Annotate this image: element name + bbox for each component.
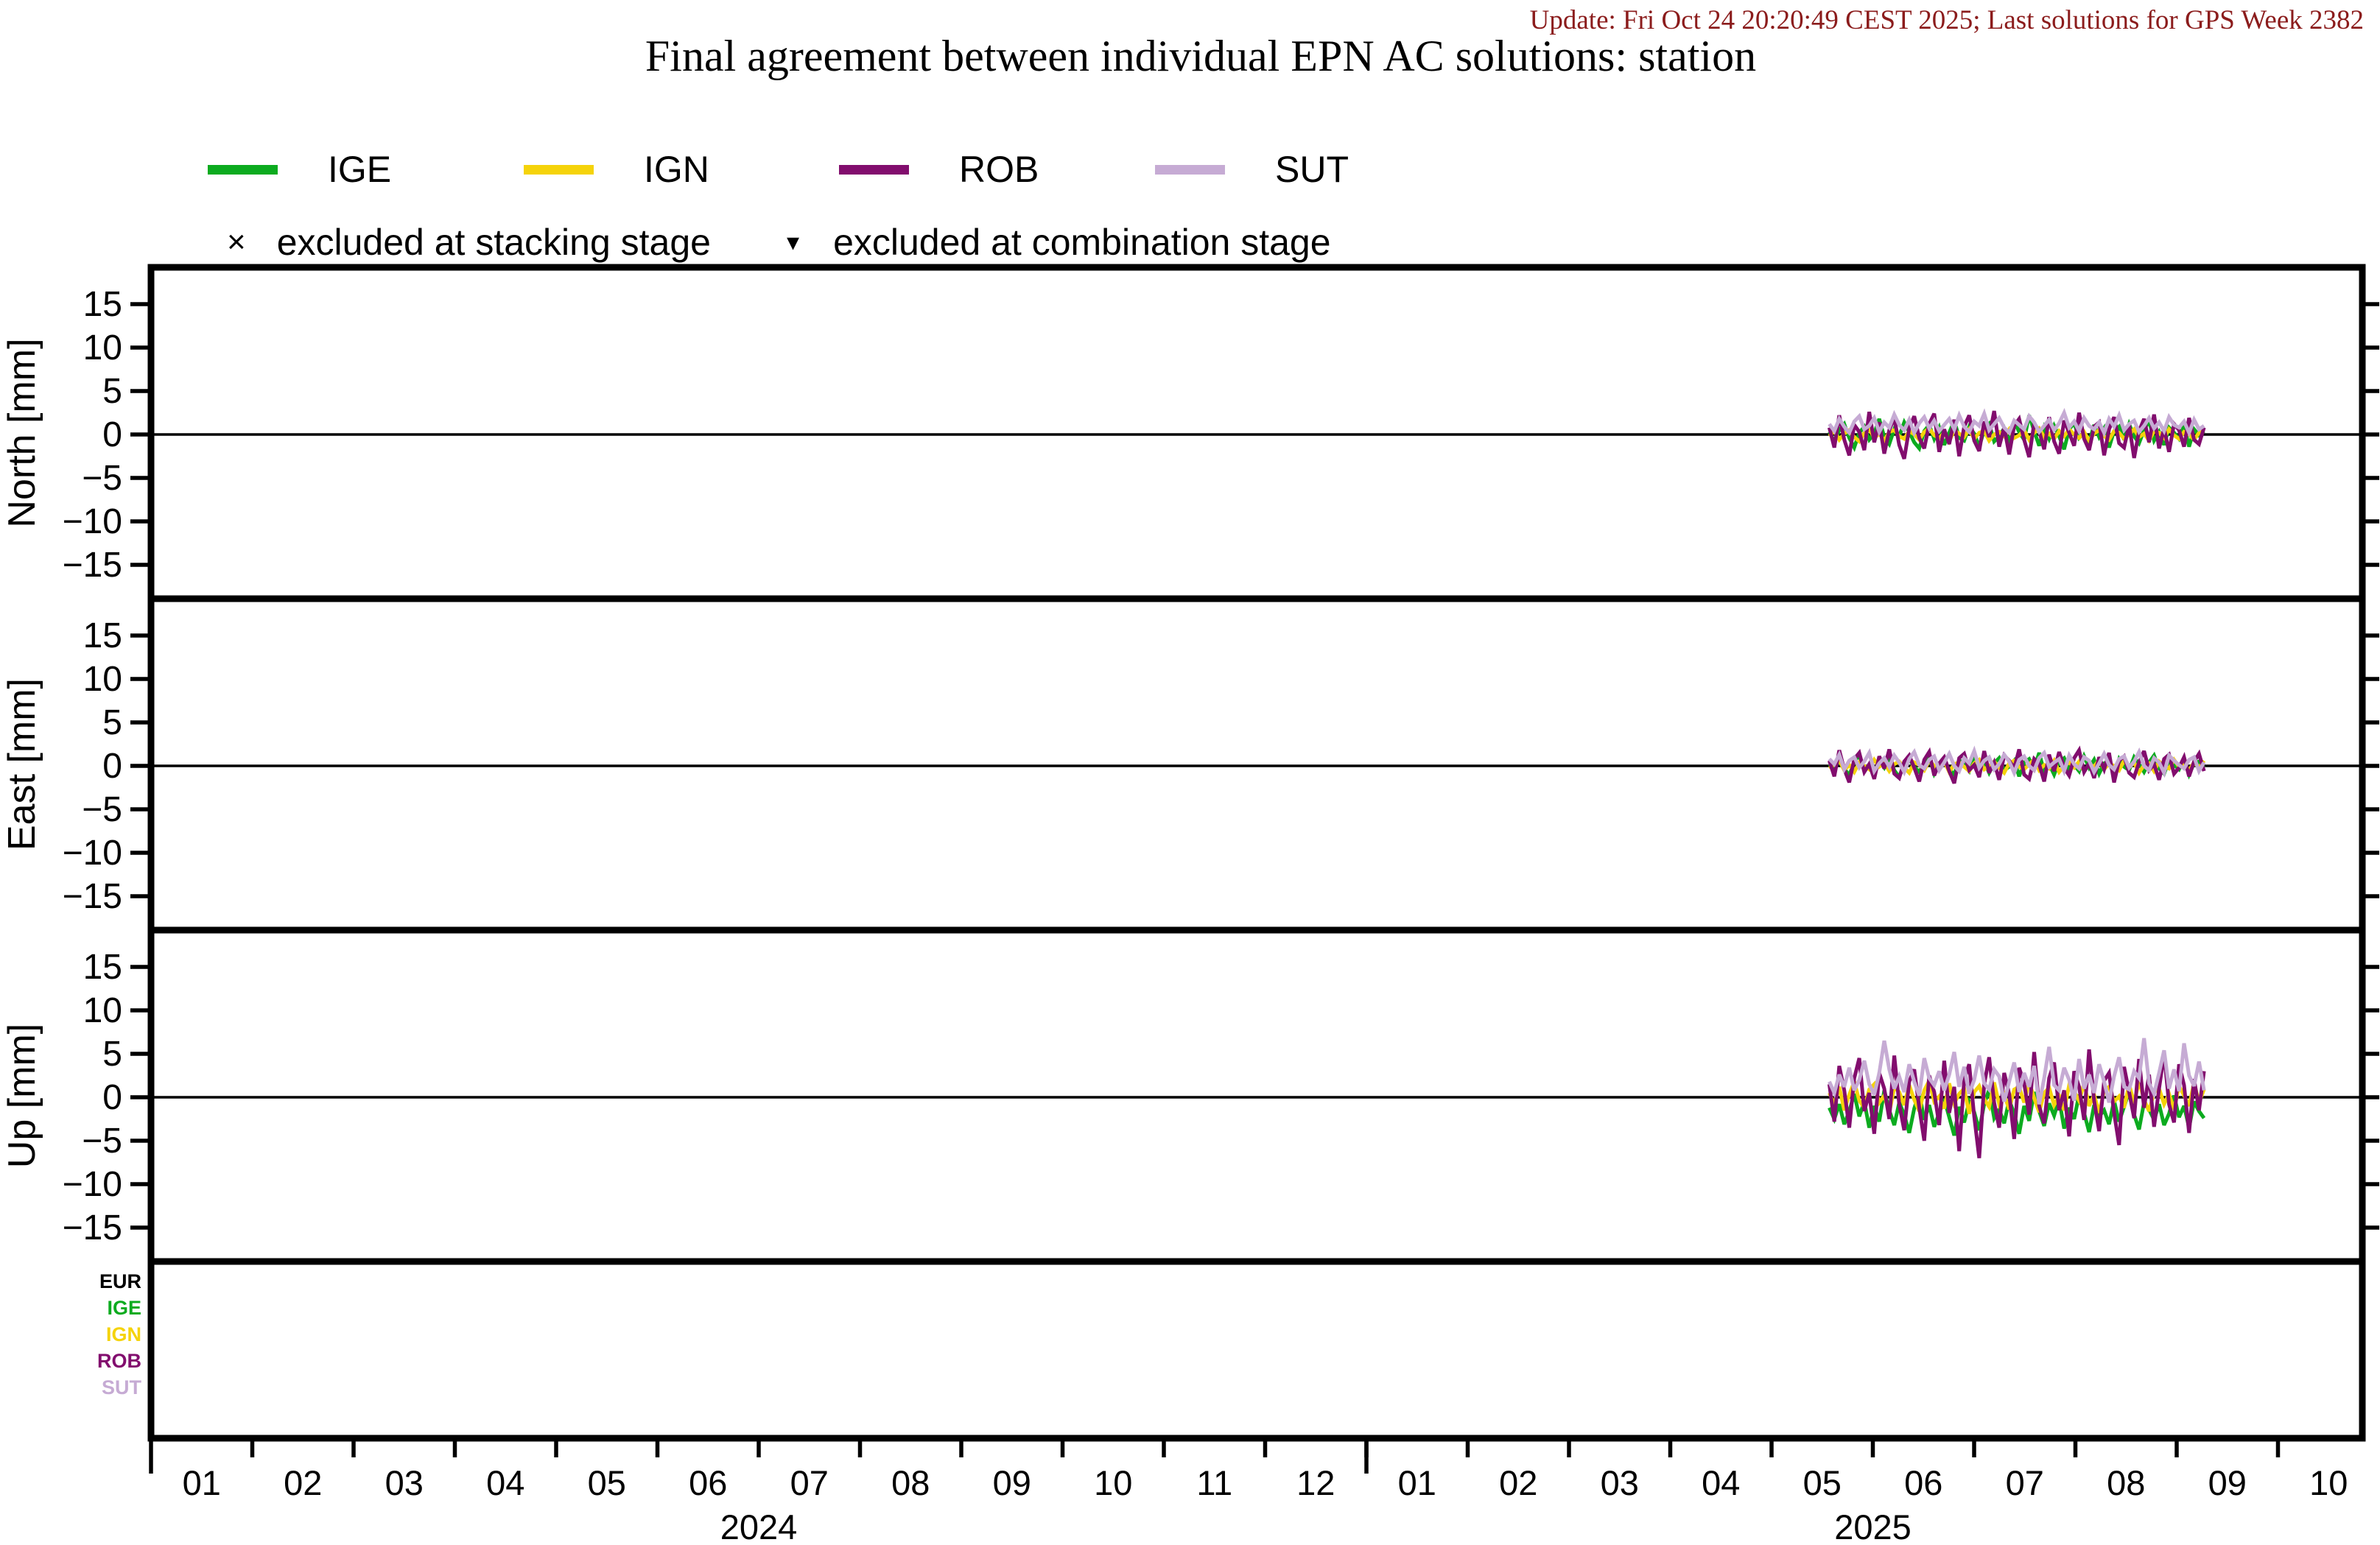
sut-color-swatch	[1155, 164, 1225, 175]
ac-list-item-sut: SUT	[102, 1376, 141, 1398]
legend-item-excluded-stacking: × excluded at stacking stage	[227, 224, 711, 261]
month-label: 10	[1094, 1463, 1132, 1502]
month-label: 05	[588, 1463, 626, 1502]
y-tick-label: −10	[63, 1165, 122, 1204]
y-tick-label: 5	[102, 1035, 122, 1074]
y-axis-title-east: East [mm]	[1, 678, 43, 851]
update-line: Update: Fri Oct 24 20:20:49 CEST 2025; L…	[1529, 5, 2364, 35]
y-tick-label: −10	[63, 502, 122, 541]
y-tick-label: −5	[82, 1122, 122, 1161]
month-label: 06	[1904, 1463, 1942, 1502]
month-label: 01	[183, 1463, 221, 1502]
y-tick-label: 15	[83, 616, 122, 655]
y-tick-label: −15	[63, 877, 122, 916]
month-label: 06	[689, 1463, 727, 1502]
series-line-up-sut	[1828, 1038, 2206, 1105]
series-line-up-rob	[1827, 1049, 2206, 1158]
month-label: 04	[486, 1463, 524, 1502]
legend-item-rob: ROB	[839, 151, 1039, 188]
month-label: 02	[1499, 1463, 1537, 1502]
month-label: 09	[993, 1463, 1031, 1502]
month-label: 12	[1296, 1463, 1335, 1502]
y-tick-label: 0	[102, 415, 122, 454]
ac-list-item-eur: EUR	[99, 1270, 141, 1292]
y-tick-label: 10	[83, 328, 122, 367]
excluded-combination-label: excluded at combination stage	[833, 222, 1331, 263]
month-label: 07	[2006, 1463, 2044, 1502]
y-tick-label: −15	[63, 546, 122, 585]
y-tick-label: −5	[82, 790, 122, 829]
y-tick-label: 15	[83, 285, 122, 324]
year-label: 2024	[720, 1507, 798, 1545]
month-label: 07	[790, 1463, 829, 1502]
legend-item-ige: IGE	[208, 151, 391, 188]
legend-label-sut: SUT	[1275, 149, 1349, 190]
month-label: 05	[1803, 1463, 1842, 1502]
panel-frame-north	[147, 264, 2366, 602]
month-label: 01	[1398, 1463, 1436, 1502]
ige-color-swatch	[208, 164, 278, 175]
y-axis-title-north: North [mm]	[1, 338, 43, 528]
ac-list-item-ige: IGE	[107, 1297, 141, 1319]
month-label: 03	[385, 1463, 424, 1502]
legend-label-ige: IGE	[328, 149, 392, 190]
legend-label-rob: ROB	[959, 149, 1039, 190]
ign-color-swatch	[524, 164, 594, 175]
legend-label-ign: IGN	[644, 149, 709, 190]
legend-item-ign: IGN	[524, 151, 709, 188]
month-label: 03	[1601, 1463, 1639, 1502]
legend-item-sut: SUT	[1155, 151, 1349, 188]
y-tick-label: 10	[83, 991, 122, 1030]
year-label: 2025	[1834, 1507, 1912, 1545]
ac-list-item-rob: ROB	[97, 1350, 141, 1372]
y-tick-label: 0	[102, 1078, 122, 1117]
rob-color-swatch	[839, 164, 909, 175]
ac-list-item-ign: IGN	[105, 1323, 141, 1345]
month-label: 11	[1196, 1463, 1232, 1502]
y-axis-title-up: Up [mm]	[1, 1023, 43, 1169]
legend-item-excluded-combination: ▾ excluded at combination stage	[787, 224, 1331, 261]
y-tick-label: 15	[83, 948, 122, 987]
series-line-north-sut	[1828, 407, 2205, 438]
series-line-east-sut	[1828, 745, 2206, 778]
y-tick-label: 0	[102, 747, 122, 786]
series-line-north-ign	[1828, 425, 2205, 446]
y-tick-label: 5	[102, 372, 122, 411]
y-tick-label: −5	[82, 459, 122, 498]
month-label: 10	[2309, 1463, 2348, 1502]
y-tick-label: −10	[63, 834, 122, 873]
month-label: 02	[284, 1463, 322, 1502]
panel-frame-exclusions	[147, 1258, 2366, 1442]
month-label: 04	[1702, 1463, 1740, 1502]
y-tick-label: 5	[102, 703, 122, 742]
triangle-down-icon: ▾	[787, 228, 800, 256]
page-title: Final agreement between individual EPN A…	[645, 32, 1757, 80]
y-tick-label: −15	[63, 1208, 122, 1247]
month-label: 09	[2208, 1463, 2247, 1502]
y-tick-label: 10	[83, 660, 122, 699]
month-label: 08	[2107, 1463, 2145, 1502]
x-mark-icon: ×	[227, 224, 246, 260]
month-label: 08	[891, 1463, 930, 1502]
excluded-stacking-label: excluded at stacking stage	[276, 222, 711, 263]
